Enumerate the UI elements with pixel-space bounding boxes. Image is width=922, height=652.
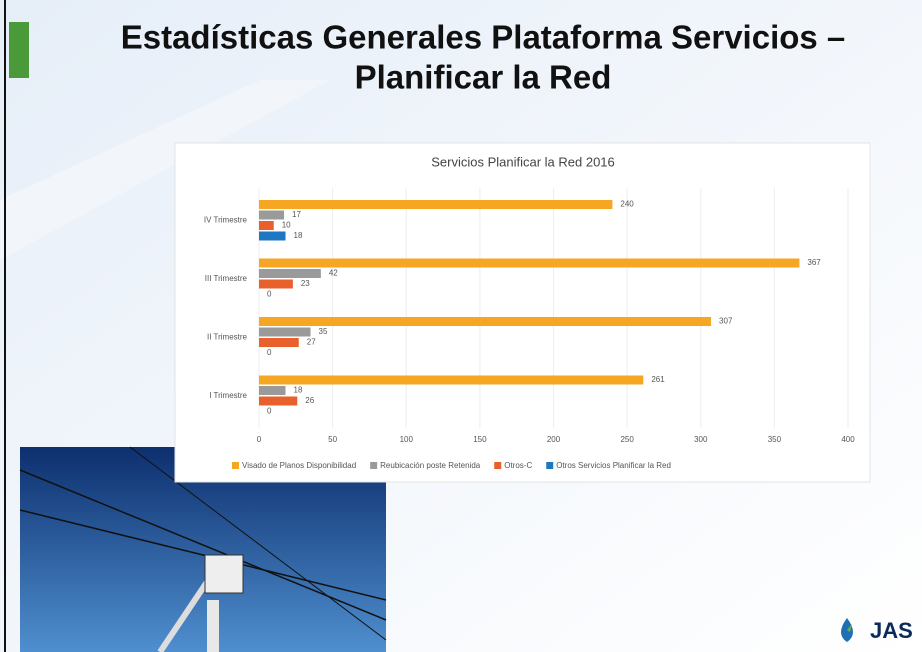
bar <box>259 211 284 220</box>
legend-swatch <box>494 462 501 469</box>
bar <box>259 221 274 230</box>
data-label: 18 <box>294 231 303 240</box>
chart: Servicios Planificar la Red 2016 0501001… <box>0 0 922 652</box>
data-label: 42 <box>329 269 338 278</box>
x-tick-label: 350 <box>768 435 782 444</box>
data-label: 35 <box>319 327 328 336</box>
bar <box>259 376 643 385</box>
bar <box>259 328 311 337</box>
bar <box>259 397 297 406</box>
x-tick-label: 0 <box>257 435 262 444</box>
data-label: 0 <box>267 348 272 357</box>
data-label: 10 <box>282 221 291 230</box>
data-label: 17 <box>292 210 301 219</box>
bar <box>259 200 612 209</box>
x-tick-label: 300 <box>694 435 708 444</box>
legend-swatch <box>232 462 239 469</box>
bar <box>259 386 286 395</box>
bar <box>259 338 299 347</box>
x-tick-label: 150 <box>473 435 487 444</box>
data-label: 0 <box>267 407 272 416</box>
y-tick-label: II Trimestre <box>207 332 248 341</box>
data-label: 27 <box>307 338 316 347</box>
bar <box>259 280 293 289</box>
data-label: 23 <box>301 279 310 288</box>
data-label: 26 <box>305 396 314 405</box>
y-tick-label: IV Trimestre <box>204 215 248 224</box>
data-label: 0 <box>267 290 272 299</box>
x-tick-label: 400 <box>841 435 855 444</box>
bar <box>259 317 711 326</box>
y-tick-label: I Trimestre <box>209 391 247 400</box>
x-tick-label: 200 <box>547 435 561 444</box>
x-tick-label: 100 <box>400 435 414 444</box>
data-label: 261 <box>651 375 665 384</box>
data-label: 18 <box>294 386 303 395</box>
legend-label: Otros Servicios Planificar la Red <box>556 461 671 470</box>
legend-label: Otros-C <box>504 461 532 470</box>
slide: Estadísticas Generales Plataforma Servic… <box>0 0 922 652</box>
bar <box>259 232 286 241</box>
bar <box>259 259 799 268</box>
legend-label: Reubicación poste Retenida <box>380 461 481 470</box>
chart-title: Servicios Planificar la Red 2016 <box>431 154 615 169</box>
legend-label: Visado de Planos Disponibilidad <box>242 461 356 470</box>
data-label: 240 <box>620 200 634 209</box>
data-label: 307 <box>719 317 733 326</box>
x-tick-label: 50 <box>328 435 337 444</box>
legend-swatch <box>546 462 553 469</box>
bar <box>259 269 321 278</box>
x-tick-label: 250 <box>620 435 634 444</box>
legend-swatch <box>370 462 377 469</box>
data-label: 367 <box>807 258 821 267</box>
y-tick-label: III Trimestre <box>205 274 248 283</box>
